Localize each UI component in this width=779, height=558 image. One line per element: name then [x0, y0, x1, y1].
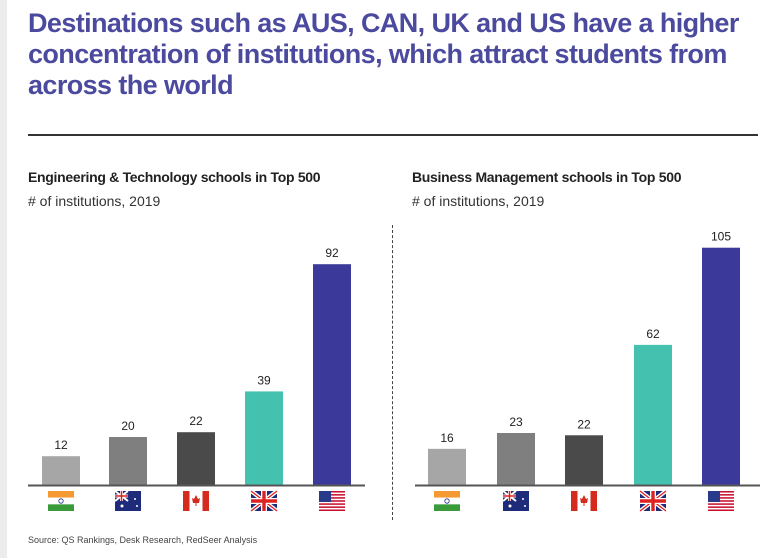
us-flag-icon: [319, 491, 345, 511]
left-margin-strip: [0, 0, 7, 558]
data-label-canada: 22: [577, 417, 591, 431]
data-label-australia: 20: [121, 419, 135, 433]
us-flag-icon: [708, 491, 734, 511]
data-label-india: 16: [440, 431, 454, 445]
data-label-uk: 62: [646, 327, 660, 341]
chart-divider: [392, 225, 393, 520]
chart-subtitle-engineering: # of institutions, 2019: [28, 193, 161, 209]
uk-flag-icon: [638, 489, 668, 513]
bar-canada: [177, 432, 215, 485]
india-flag-icon: [48, 491, 74, 511]
bar-uk: [245, 391, 283, 485]
title-divider: [28, 134, 758, 136]
australia-flag-icon: [114, 490, 141, 511]
bar-us: [313, 264, 351, 485]
chart-title-engineering: Engineering & Technology schools in Top …: [28, 169, 321, 185]
source-note: Source: QS Rankings, Desk Research, RedS…: [28, 535, 258, 545]
data-label-australia: 23: [509, 415, 523, 429]
bar-india: [42, 456, 80, 485]
data-label-india: 12: [54, 438, 68, 452]
india-flag-icon: [434, 491, 460, 511]
bar-australia: [109, 437, 147, 485]
bar-canada: [565, 435, 603, 485]
data-label-uk: 39: [257, 373, 271, 387]
bar-india: [428, 448, 466, 485]
data-label-canada: 22: [189, 414, 203, 428]
bar-uk: [634, 344, 672, 485]
page-title: Destinations such as AUS, CAN, UK and US…: [28, 8, 739, 100]
canada-flag-icon: [183, 491, 209, 511]
data-label-us: 105: [711, 230, 731, 244]
uk-flag-icon: [249, 489, 279, 513]
australia-flag-icon: [502, 490, 529, 511]
canada-flag-icon: [571, 491, 597, 511]
chart-title-business: Business Management schools in Top 500: [412, 169, 682, 185]
bar-australia: [497, 433, 535, 485]
data-label-us: 92: [325, 246, 339, 260]
bar-us: [702, 247, 740, 485]
chart-subtitle-business: # of institutions, 2019: [412, 193, 545, 209]
